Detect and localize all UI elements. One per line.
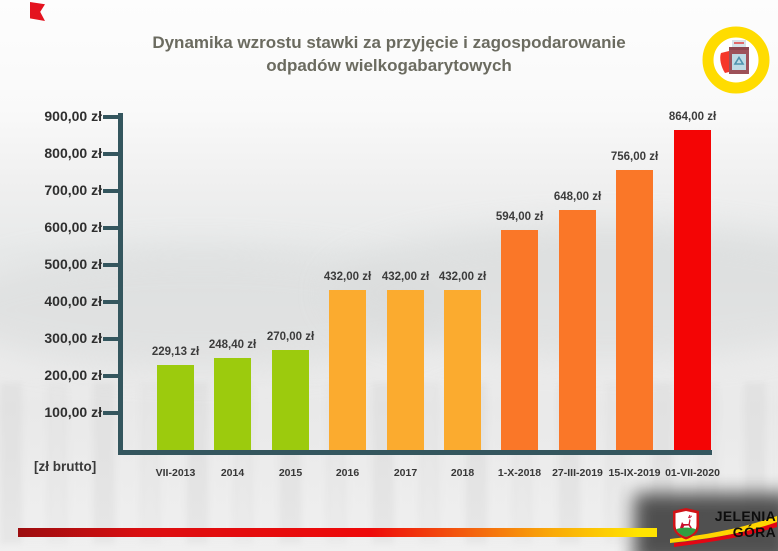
x-axis-category-label: 2015 bbox=[278, 467, 303, 479]
logo-text-line1: JELENIA bbox=[714, 508, 776, 524]
y-axis-line bbox=[118, 113, 123, 455]
bar-value-label: 270,00 zł bbox=[266, 331, 315, 343]
y-axis-tick-label: 500,00 zł bbox=[44, 256, 102, 272]
logo-text: JELENIA GÓRA bbox=[715, 508, 776, 540]
x-axis-category-label: 2014 bbox=[220, 467, 245, 479]
y-axis-tick-label: 600,00 zł bbox=[44, 219, 102, 235]
jelenia-gora-logo: JELENIA GÓRA bbox=[668, 506, 778, 548]
bar-value-label: 248,40 zł bbox=[208, 339, 257, 351]
y-axis-tick bbox=[103, 226, 118, 230]
y-axis-tick bbox=[103, 152, 118, 156]
bar-value-label: 432,00 zł bbox=[323, 271, 372, 283]
y-axis-tick bbox=[103, 374, 118, 378]
y-axis-unit-label: [zł brutto] bbox=[34, 459, 97, 474]
y-axis-tick bbox=[103, 411, 118, 415]
x-axis-category-label: 15-IX-2019 bbox=[608, 467, 661, 479]
bar-value-label: 432,00 zł bbox=[381, 271, 430, 283]
jelenia-gora-crest bbox=[670, 508, 777, 547]
bar-value-label: 864,00 zł bbox=[668, 111, 717, 123]
chart-bar bbox=[329, 290, 366, 450]
bar-value-label: 229,13 zł bbox=[151, 346, 200, 358]
y-axis-tick-label: 800,00 zł bbox=[44, 145, 102, 161]
chart-bar bbox=[501, 230, 538, 450]
chart-bar bbox=[674, 130, 711, 450]
x-axis-category-label: 2017 bbox=[393, 467, 418, 479]
chart-bar bbox=[387, 290, 424, 450]
y-axis-tick-label: 900,00 zł bbox=[44, 108, 102, 124]
bulky-waste-icon bbox=[699, 23, 773, 97]
x-axis-category-label: 1-X-2018 bbox=[497, 467, 542, 479]
corner-red-mark bbox=[30, 2, 45, 21]
bar-value-label: 648,00 zł bbox=[553, 191, 602, 203]
bar-value-label: 432,00 zł bbox=[438, 271, 487, 283]
y-axis-tick-label: 700,00 zł bbox=[44, 182, 102, 198]
chart-bar bbox=[444, 290, 481, 450]
bar-value-label: 756,00 zł bbox=[610, 151, 659, 163]
chart-bar bbox=[272, 350, 309, 450]
y-axis-tick-label: 300,00 zł bbox=[44, 330, 102, 346]
x-axis-category-label: 2016 bbox=[335, 467, 360, 479]
y-axis-tick bbox=[103, 189, 118, 193]
x-axis-category-label: 2018 bbox=[450, 467, 475, 479]
chart-bar bbox=[214, 358, 251, 450]
bar-value-label: 594,00 zł bbox=[495, 211, 544, 223]
page-title-line1: Dynamika wzrostu stawki za przyjęcie i z… bbox=[152, 33, 626, 52]
x-axis-category-label: 01-VII-2020 bbox=[665, 467, 720, 479]
x-axis-category-label: VII-2013 bbox=[155, 467, 196, 479]
y-axis-tick-label: 100,00 zł bbox=[44, 404, 102, 420]
y-axis-tick bbox=[103, 115, 118, 119]
y-axis-tick-label: 400,00 zł bbox=[44, 293, 102, 309]
x-axis-category-label: 27-III-2019 bbox=[552, 467, 603, 479]
page-title-line2: odpadów wielkogabarytowych bbox=[266, 56, 512, 75]
chart-bar bbox=[559, 210, 596, 450]
chart-bar bbox=[157, 365, 194, 450]
footer-gradient-bar bbox=[18, 528, 657, 537]
y-axis-tick bbox=[103, 300, 118, 304]
logo-text-line2: GÓRA bbox=[732, 524, 776, 540]
x-axis-line bbox=[118, 450, 712, 455]
chart-bar bbox=[616, 170, 653, 450]
y-axis-tick bbox=[103, 263, 118, 267]
y-axis-tick-label: 200,00 zł bbox=[44, 367, 102, 383]
y-axis-tick bbox=[103, 337, 118, 341]
page-title: Dynamika wzrostu stawki za przyjęcie i z… bbox=[40, 31, 738, 77]
